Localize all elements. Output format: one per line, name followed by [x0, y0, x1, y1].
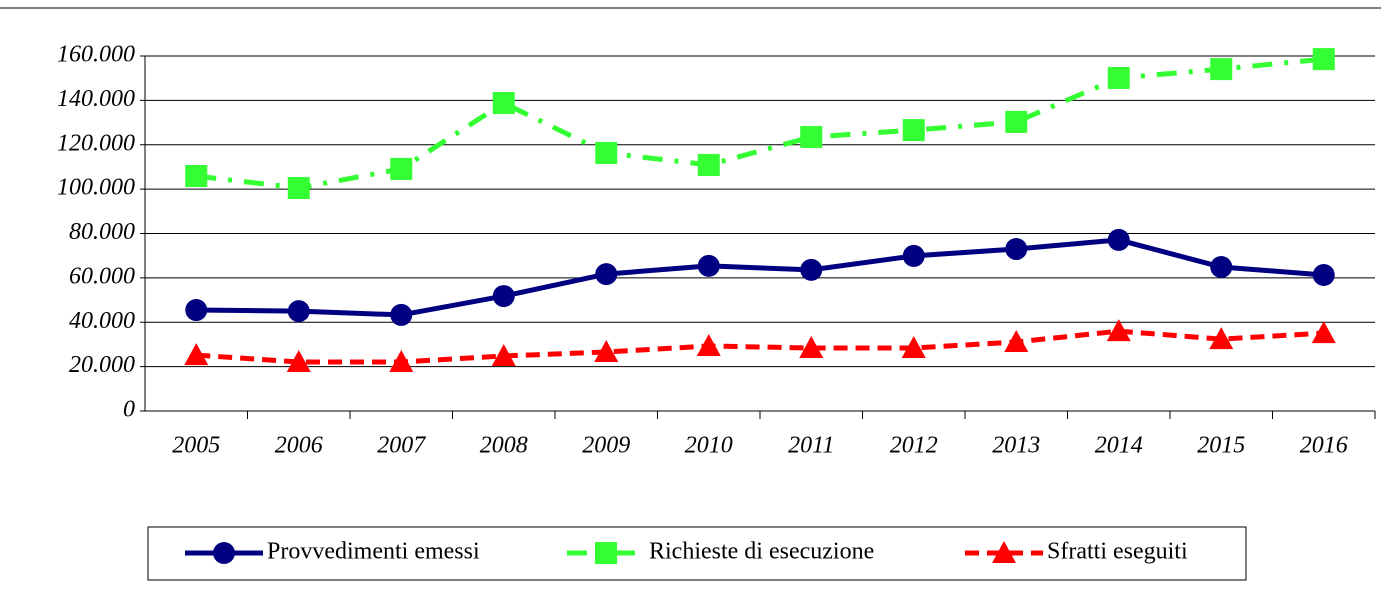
y-tick-label: 100.000	[57, 175, 135, 201]
x-tick-label: 2007	[377, 433, 426, 459]
data-point	[799, 335, 824, 358]
data-point	[800, 125, 823, 148]
data-point	[287, 177, 310, 200]
data-point	[902, 244, 925, 267]
y-tick-label: 120.000	[57, 130, 135, 156]
y-tick-label: 160.000	[57, 42, 135, 68]
data-point	[287, 300, 310, 323]
data-point	[594, 339, 619, 362]
x-tick-label: 2005	[172, 433, 220, 459]
data-point	[1210, 256, 1233, 279]
data-point	[1209, 327, 1234, 350]
y-tick-label: 0	[123, 397, 135, 423]
legend-marker	[992, 541, 1016, 563]
data-point	[185, 165, 208, 188]
data-point	[697, 254, 720, 277]
legend-label: Provvedimenti emessi	[267, 539, 480, 565]
data-point	[1312, 48, 1335, 71]
data-point	[1312, 263, 1335, 286]
data-point	[184, 343, 209, 366]
data-point	[491, 343, 516, 366]
legend-box	[147, 526, 1247, 581]
x-tick-label: 2016	[1300, 433, 1348, 459]
data-point	[389, 349, 414, 372]
x-tick-label: 2011	[788, 433, 834, 459]
data-point	[286, 349, 311, 372]
series-line	[196, 237, 1324, 318]
data-point	[390, 157, 413, 180]
data-point	[1311, 321, 1336, 344]
legend-label: Richieste di esecuzione	[649, 539, 874, 565]
x-tick-label: 2008	[480, 433, 528, 459]
y-tick-label: 80.000	[69, 219, 135, 245]
data-point	[1107, 228, 1130, 251]
x-tick-label: 2013	[992, 433, 1040, 459]
data-point	[185, 299, 208, 322]
data-point	[1005, 110, 1028, 133]
series-line	[196, 328, 1324, 365]
y-tick-label: 140.000	[57, 86, 135, 112]
data-point	[1107, 66, 1130, 89]
data-point	[1106, 319, 1131, 342]
legend-marker	[595, 542, 617, 564]
data-point	[595, 263, 618, 286]
data-point	[696, 333, 721, 356]
x-tick-label: 2006	[275, 433, 323, 459]
legend-marker	[213, 542, 235, 564]
data-point	[595, 141, 618, 164]
data-point	[902, 119, 925, 142]
y-tick-label: 40.000	[69, 308, 135, 334]
data-point	[492, 92, 515, 115]
data-point	[1004, 329, 1029, 352]
x-tick-label: 2014	[1095, 433, 1143, 459]
x-tick-label: 2010	[685, 433, 733, 459]
x-tick-label: 2015	[1197, 433, 1245, 459]
y-tick-label: 20.000	[69, 352, 135, 378]
data-point	[1210, 58, 1233, 81]
y-tick-label: 60.000	[69, 263, 135, 289]
legend-label: Sfratti eseguiti	[1047, 539, 1188, 565]
data-point	[1005, 238, 1028, 261]
data-point	[901, 335, 926, 358]
data-point	[800, 258, 823, 281]
data-point	[390, 303, 413, 326]
series-line	[195, 56, 1324, 191]
data-point	[492, 285, 515, 308]
data-point	[697, 153, 720, 176]
x-tick-label: 2012	[890, 433, 938, 459]
x-tick-label: 2009	[582, 433, 630, 459]
